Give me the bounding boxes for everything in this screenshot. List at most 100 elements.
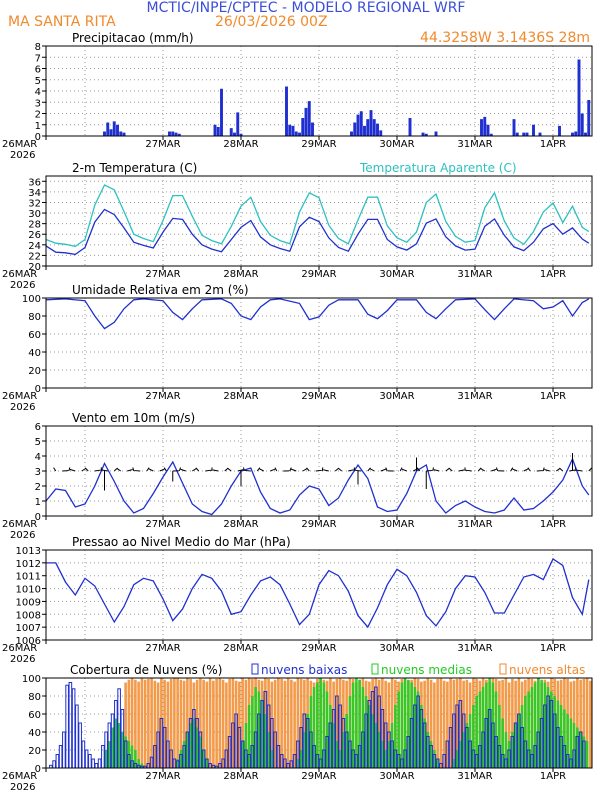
precip-bar xyxy=(301,118,305,136)
cloud-mid-bar xyxy=(117,723,121,768)
x-tick-label: 1APR xyxy=(540,391,566,402)
wind-barb xyxy=(458,469,465,472)
x-tick-label: 27MAR xyxy=(145,771,180,782)
cloud-high-bar xyxy=(283,680,287,768)
x-tick-label: 26MAR xyxy=(2,519,37,530)
cloud-mid-bar xyxy=(556,700,560,768)
cloud-high-bar xyxy=(270,681,274,768)
precip-bar xyxy=(291,125,295,136)
cloud-high-bar xyxy=(208,678,212,768)
precip-bar xyxy=(522,132,526,136)
legend-mid-swatch xyxy=(371,663,379,675)
y-tick-label: 8 xyxy=(35,42,41,53)
wind-barb xyxy=(256,467,261,472)
cloud-high-bar xyxy=(273,679,277,768)
precip-bar xyxy=(229,128,233,136)
wind-barb xyxy=(323,469,329,472)
cloud-mid-bar xyxy=(296,759,300,768)
cloud-mid-bar xyxy=(514,723,517,768)
cloud-low-bar xyxy=(88,754,92,769)
precip-bar xyxy=(366,119,370,136)
precip-bar xyxy=(512,119,516,136)
y-tick-label: 6 xyxy=(35,65,41,76)
precip-bar xyxy=(379,130,383,136)
cloud-high-bar xyxy=(179,679,183,768)
cloud-high-bar xyxy=(156,682,160,768)
wind-barb xyxy=(306,467,310,472)
cloud-mid-bar xyxy=(550,691,553,768)
wind-barb xyxy=(116,467,122,472)
y-tick-label: 28 xyxy=(28,220,41,231)
panel-wind: 0 1 2 3 4 5 6 Vento em 10m (m/s) 26MAR 27MAR 28MAR… xyxy=(2,411,593,541)
cloud-high-bar xyxy=(215,678,218,768)
x-tick-label: 29MAR xyxy=(301,643,336,654)
cloud-mid-bar xyxy=(426,732,430,768)
cloud-high-bar xyxy=(153,680,157,768)
x-tick-label: 29MAR xyxy=(301,391,336,402)
panel-clouds: 0 20 40 60 80 100 Cobertura de Nuvens (%) nuven… xyxy=(2,663,593,792)
y-tick-label: 1 xyxy=(35,121,41,132)
wind-barb xyxy=(491,468,497,472)
wind-barb xyxy=(576,469,583,472)
cloud-high-bar xyxy=(387,682,391,768)
cloud-high-bar xyxy=(293,681,296,768)
cloud-mid-bar xyxy=(524,696,527,768)
panel-title: Precipitacao (mm/h) xyxy=(72,31,194,45)
x-tick-label: 31MAR xyxy=(457,139,492,150)
y-tick-label: 22 xyxy=(28,251,41,262)
cloud-mid-bar xyxy=(553,696,556,768)
cloud-low-bar xyxy=(58,745,63,769)
cloud-mid-bar xyxy=(179,750,183,768)
precip-bar xyxy=(304,107,308,136)
cloud-mid-bar xyxy=(381,741,384,768)
wind-barb xyxy=(544,468,550,472)
precip-bar xyxy=(525,132,529,136)
cloud-mid-bar xyxy=(241,741,244,768)
panel-humidity: 0 20 40 60 80 100 Umidade Relativa em 2m (%) 26… xyxy=(2,283,593,413)
precip-bar xyxy=(584,132,587,136)
cloud-high-bar xyxy=(342,679,345,768)
y-tick-label: 1012 xyxy=(16,559,41,570)
cloud-high-bar xyxy=(576,678,579,768)
y-tick-label: 40 xyxy=(28,728,41,739)
cloud-mid-bar xyxy=(452,759,456,768)
cloud-low-bar xyxy=(52,760,56,769)
wind-barb xyxy=(465,469,472,472)
cloud-mid-bar xyxy=(488,678,491,768)
cloud-mid-bar xyxy=(530,687,534,768)
wind-barb xyxy=(426,469,433,472)
cloud-mid-bar xyxy=(527,691,530,768)
cloud-mid-bar xyxy=(257,691,261,768)
cloud-mid-bar xyxy=(494,691,498,768)
cloud-mid-bar xyxy=(270,750,274,768)
wind-barb xyxy=(355,469,362,472)
cloud-high-bar xyxy=(452,679,456,768)
y-tick-label: 3 xyxy=(35,467,41,478)
legend-low-swatch xyxy=(251,663,259,675)
x-tick-label: 27MAR xyxy=(145,391,180,402)
cloud-mid-bar xyxy=(543,682,547,768)
series-line-temp-1 xyxy=(45,184,590,248)
cloud-mid-bar xyxy=(433,750,436,768)
legend-apparent-temp: Temperatura Aparente (C) xyxy=(359,161,517,175)
precip-bar xyxy=(288,124,292,136)
cloud-mid-bar xyxy=(254,687,257,768)
y-tick-label: 60 xyxy=(28,710,41,721)
x-tick-label: 30MAR xyxy=(379,519,414,530)
cloud-mid-bar xyxy=(485,682,488,768)
x-tick-label: 31MAR xyxy=(457,269,492,280)
x-tick-label: 26MAR xyxy=(2,643,37,654)
x-year-label: 2026 xyxy=(10,150,35,161)
precip-bar xyxy=(408,118,412,136)
cloud-mid-bar xyxy=(312,687,316,768)
wind-barb xyxy=(413,468,419,472)
cloud-high-bar xyxy=(455,678,459,768)
cloud-mid-bar xyxy=(306,714,309,768)
cloud-mid-bar xyxy=(104,750,108,768)
panel-title: Pressao ao Nivel Medio do Mar (hPa) xyxy=(72,535,291,549)
x-year-label: 2026 xyxy=(10,782,35,792)
y-tick-label: 4 xyxy=(35,87,41,98)
panel-title: Cobertura de Nuvens (%) xyxy=(70,663,222,677)
cloud-high-bar xyxy=(280,678,283,768)
